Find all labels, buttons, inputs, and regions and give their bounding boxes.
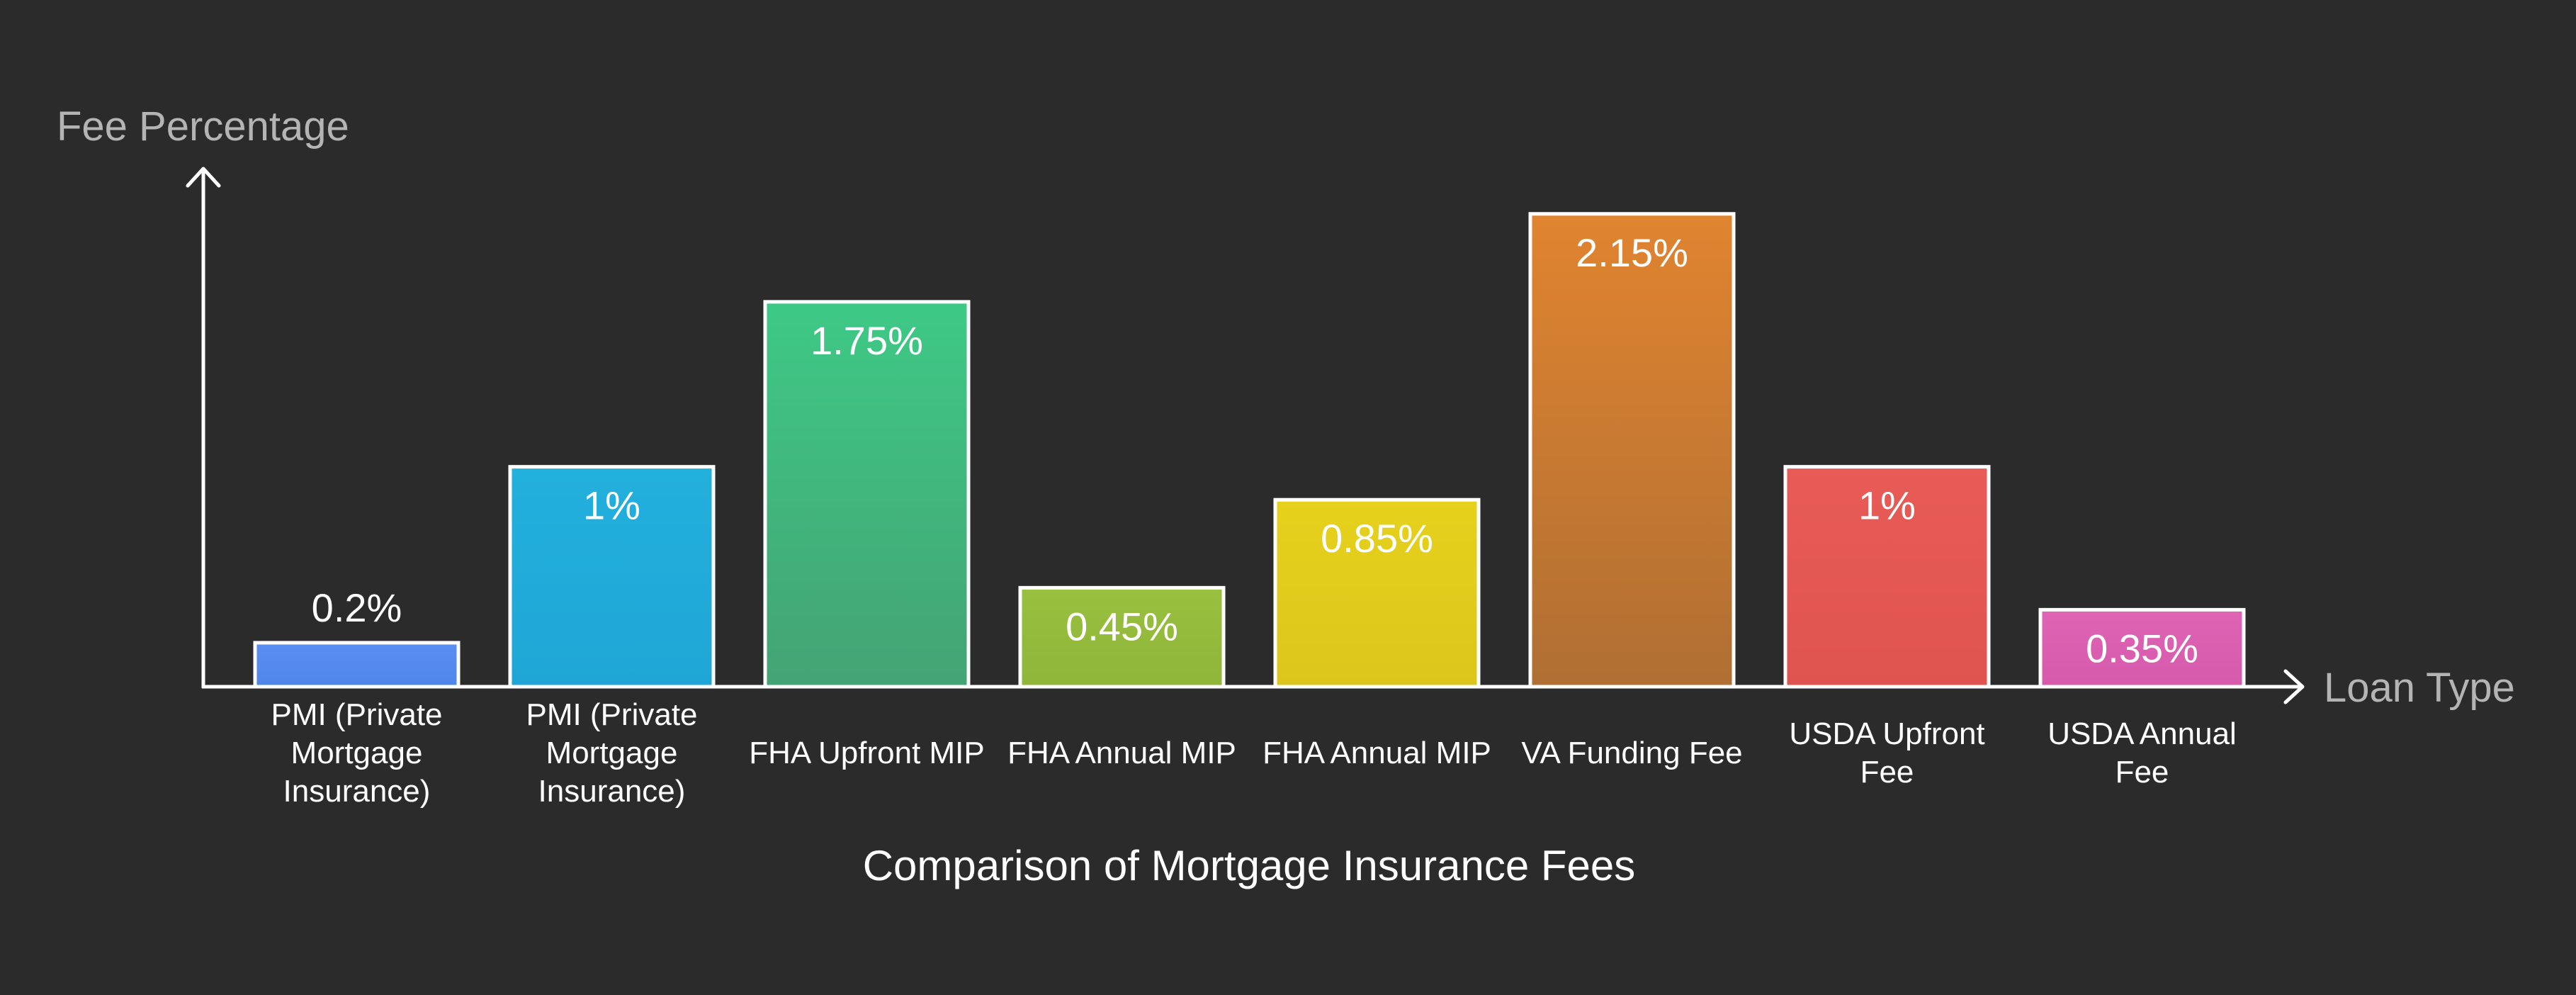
bar xyxy=(1273,498,1481,689)
y-axis-arrow-icon xyxy=(186,167,221,188)
x-tick-label: FHA Annual MIP xyxy=(1007,736,1236,770)
bar xyxy=(508,465,716,689)
x-tick-label: VA Funding Fee xyxy=(1521,736,1742,770)
x-axis-arrow-icon xyxy=(2283,669,2305,704)
x-axis-title: Loan Type xyxy=(2324,665,2515,711)
bar-value-label: 0.2% xyxy=(312,585,402,630)
axes-layer xyxy=(186,167,2305,704)
bar-value-label: 2.15% xyxy=(1576,230,1688,275)
y-axis-title: Fee Percentage xyxy=(57,103,349,150)
bar-value-label: 0.45% xyxy=(1066,604,1178,648)
bar-value-label: 1.75% xyxy=(810,318,923,363)
bar xyxy=(2038,607,2246,689)
bar xyxy=(253,641,461,689)
bar-value-label: 0.35% xyxy=(2086,626,2198,670)
x-tick-label: PMI (Private Mortgage Insurance) xyxy=(526,697,697,809)
bar xyxy=(763,300,971,689)
bar-value-label: 1% xyxy=(583,483,640,528)
bar xyxy=(1528,212,1736,689)
bar-value-label: 1% xyxy=(1858,483,1916,528)
x-tick-label: PMI (Private Mortgage Insurance) xyxy=(271,697,442,809)
x-tick-label: USDA Upfront Fee xyxy=(1789,716,1984,789)
chart-title: Comparison of Mortgage Insurance Fees xyxy=(863,842,1636,889)
bar-value-label: 0.85% xyxy=(1321,516,1433,561)
bars-layer: 0.2% PMI (Private Mortgage Insurance) 1% PMI … xyxy=(253,212,2246,809)
x-tick-label: USDA Annual Fee xyxy=(2047,716,2237,789)
x-tick-label: FHA Annual MIP xyxy=(1262,736,1491,770)
x-tick-label: FHA Upfront MIP xyxy=(749,736,985,770)
